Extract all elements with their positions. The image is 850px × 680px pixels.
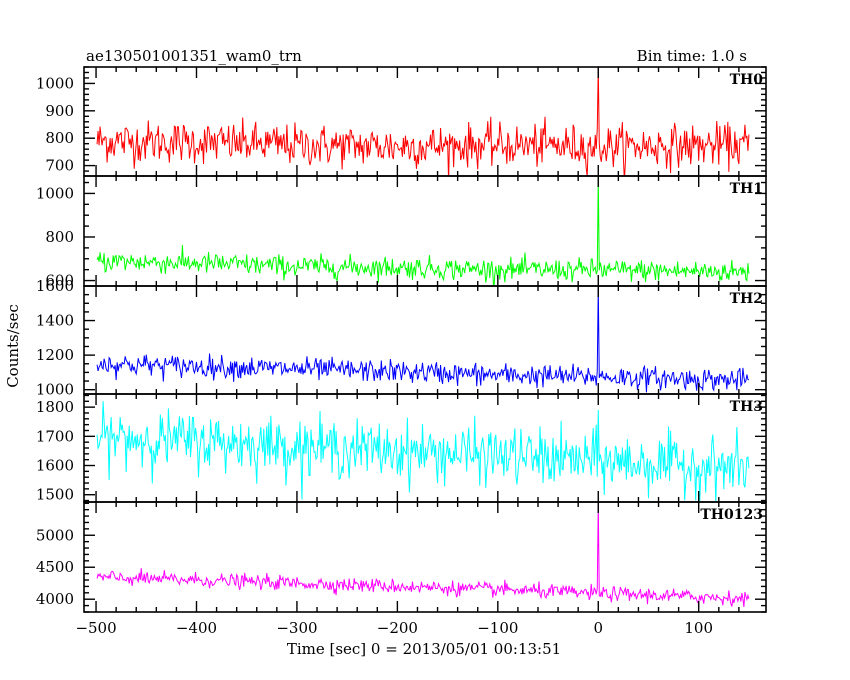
y-tick-label: 800 <box>45 129 74 147</box>
panels-group: 700 800 900 1000 TH0 600 800 1000 TH1 1000 1200 140… <box>36 66 767 613</box>
x-tick-label: −500 <box>75 619 116 637</box>
y-tick-label: 4500 <box>36 558 74 576</box>
y-tick-label: 5000 <box>36 526 74 544</box>
series-line-th0123 <box>96 502 750 608</box>
x-tick-label: −100 <box>477 619 518 637</box>
y-tick-label: 1500 <box>36 486 74 504</box>
series-line-th3 <box>96 401 750 502</box>
series-line-th2 <box>96 286 750 393</box>
y-tick-label: 600 <box>45 272 74 290</box>
chart-title: ae130501001351_wam0_trn <box>86 47 302 65</box>
x-tick-label: 0 <box>593 619 603 637</box>
y-tick-label: 1000 <box>36 184 74 202</box>
x-axis-title: Time [sec] 0 = 2013/05/01 00:13:51 <box>287 640 561 658</box>
panel-th0123: 4000 4500 5000 TH0123 <box>36 501 767 613</box>
y-tick-label: 800 <box>45 228 74 246</box>
x-tick-labels: −500 −400 −300 −200 −100 0 100 <box>75 619 713 637</box>
y-tick-label: 700 <box>45 157 74 175</box>
series-line-th1 <box>96 176 750 286</box>
x-tick-label: −300 <box>276 619 317 637</box>
y-tick-label: 1400 <box>36 312 74 330</box>
x-tick-label: −200 <box>377 619 418 637</box>
panel-label-th1: TH1 <box>730 181 763 197</box>
x-tick-label: 100 <box>684 619 713 637</box>
bin-time-label: Bin time: 1.0 s <box>637 47 747 65</box>
y-tick-label: 1700 <box>36 427 74 445</box>
x-tick-label: −400 <box>176 619 217 637</box>
y-tick-label: 4000 <box>36 590 74 608</box>
y-tick-label: 1800 <box>36 398 74 416</box>
panel-th1: 600 800 1000 TH1 <box>36 175 767 290</box>
panel-label-th0123: TH0123 <box>700 507 763 523</box>
panel-label-th0: TH0 <box>730 72 764 88</box>
y-tick-label: 900 <box>45 102 74 120</box>
y-tick-label: 1600 <box>36 277 74 295</box>
panel-label-th3: TH3 <box>730 399 763 415</box>
y-axis-title: Counts/sec <box>4 304 22 388</box>
panel-label-th2: TH2 <box>730 291 763 307</box>
panel-frame <box>83 501 767 613</box>
y-tick-label: 1000 <box>36 74 74 92</box>
y-tick-label: 1000 <box>36 381 74 399</box>
y-tick-label: 1200 <box>36 346 74 364</box>
series-line-th0 <box>96 67 750 176</box>
y-tick-label: 1600 <box>36 457 74 475</box>
